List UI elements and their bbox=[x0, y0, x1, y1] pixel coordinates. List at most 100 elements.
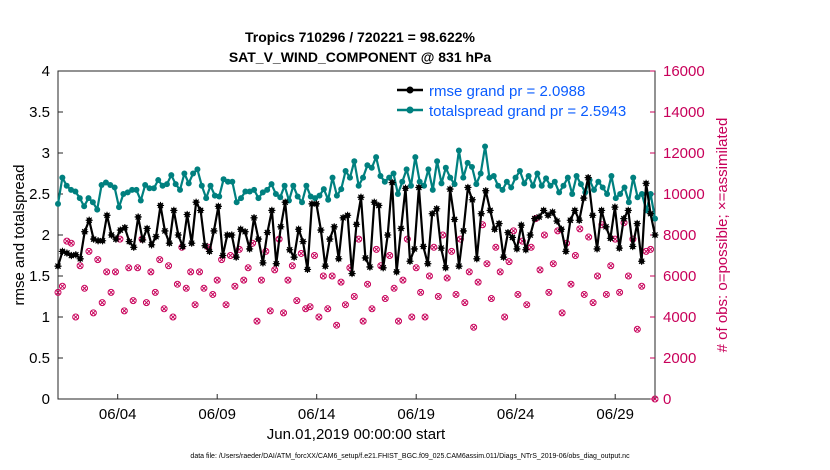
y2-tick-label: 0 bbox=[663, 391, 671, 408]
spread-point bbox=[604, 191, 611, 197]
obs-assimilated-point bbox=[311, 252, 318, 259]
obs-assimilated-point bbox=[506, 259, 512, 265]
obs-assimilated-point bbox=[493, 244, 499, 250]
rmse-point-star bbox=[312, 200, 321, 208]
rmse-point bbox=[143, 224, 151, 233]
y2-tick-label: 8000 bbox=[663, 227, 696, 244]
rmse-point-star bbox=[651, 231, 659, 239]
obs-assimilated-point bbox=[413, 265, 419, 271]
rmse-point-star bbox=[281, 198, 289, 206]
rmse-point-star bbox=[580, 194, 588, 202]
obs-assimilated-point bbox=[541, 232, 547, 238]
rmse-point bbox=[499, 253, 508, 261]
rmse-point-star bbox=[553, 217, 561, 225]
obs-possible-point bbox=[430, 243, 438, 251]
spread-point bbox=[569, 191, 576, 197]
spread-point bbox=[407, 182, 414, 189]
spread-point bbox=[368, 164, 375, 171]
footer-data-file: data file: /Users/raeder/DAI/ATM_forcXX/… bbox=[190, 453, 630, 460]
spread-point bbox=[455, 147, 462, 154]
spread-point bbox=[647, 191, 654, 197]
spread-point bbox=[547, 182, 554, 189]
rmse-point bbox=[495, 219, 503, 228]
obs-possible-point bbox=[293, 297, 301, 305]
rmse-point bbox=[375, 201, 383, 210]
obs-possible-point bbox=[231, 282, 239, 290]
obs-assimilated-point bbox=[338, 279, 344, 285]
spread-point bbox=[538, 182, 545, 189]
obs-possible-point bbox=[315, 313, 323, 321]
rmse-point bbox=[526, 231, 534, 239]
obs-possible-point bbox=[651, 395, 659, 403]
obs-possible-point bbox=[395, 317, 403, 325]
obs-possible-point bbox=[147, 268, 155, 276]
rmse-point bbox=[232, 253, 240, 261]
rmse-point-star bbox=[112, 235, 120, 243]
obs-possible-point bbox=[280, 309, 288, 317]
rmse-point-star bbox=[259, 259, 267, 267]
y2-axis-ticks: 0 2000 4000 6000 8000 10000 12000 14000 16000 bbox=[650, 63, 705, 408]
spread-point bbox=[181, 170, 188, 177]
spread-point bbox=[503, 178, 510, 185]
rmse-point-star bbox=[67, 251, 75, 260]
legend-spread-marker bbox=[406, 106, 414, 114]
obs-assimilated-point bbox=[528, 244, 534, 250]
rmse-point-star bbox=[415, 183, 423, 192]
obs-assimilated-point bbox=[68, 240, 74, 246]
obs-assimilated-point bbox=[174, 281, 180, 287]
rmse-point bbox=[642, 179, 650, 187]
obs-possible-point bbox=[67, 239, 75, 247]
obs-assimilated-point bbox=[360, 318, 366, 324]
obs-assimilated-point bbox=[369, 306, 375, 312]
obs-assimilated-point bbox=[639, 283, 645, 289]
rmse-point-star bbox=[90, 235, 98, 243]
spread-point bbox=[264, 186, 271, 193]
rmse-point bbox=[348, 269, 356, 278]
spread-point bbox=[612, 195, 619, 202]
rmse-point bbox=[651, 231, 659, 239]
rmse-point bbox=[85, 216, 93, 224]
spread-point bbox=[277, 194, 284, 201]
obs-assimilated-point bbox=[196, 269, 203, 275]
spread-point bbox=[577, 181, 584, 188]
y-tick-label: 4 bbox=[42, 63, 50, 80]
rmse-point-star bbox=[366, 263, 374, 271]
rmse-point bbox=[299, 237, 307, 246]
spread-point bbox=[595, 178, 602, 185]
rmse-point bbox=[237, 225, 245, 233]
spread-point bbox=[238, 195, 245, 202]
obs-assimilated-point bbox=[121, 308, 127, 314]
obs-possible-point bbox=[156, 256, 164, 264]
rmse-point bbox=[553, 217, 561, 225]
obs-assimilated-point bbox=[59, 283, 65, 289]
obs-possible-point bbox=[240, 276, 248, 284]
rmse-point-star bbox=[183, 210, 191, 219]
obs-possible-point bbox=[266, 307, 274, 315]
rmse-point-star bbox=[468, 196, 476, 204]
rmse-point-star bbox=[116, 226, 124, 234]
obs-assimilated-point bbox=[449, 248, 455, 254]
obs-assimilated-point bbox=[488, 295, 494, 302]
rmse-point-star bbox=[535, 213, 543, 221]
spread-point bbox=[460, 174, 467, 181]
obs-possible-point bbox=[129, 297, 137, 305]
obs-possible-point bbox=[182, 284, 190, 292]
rmse-point bbox=[263, 228, 271, 237]
spread-point bbox=[124, 189, 131, 196]
obs-possible-point bbox=[98, 299, 106, 307]
obs-possible-point bbox=[222, 301, 230, 309]
rmse-point-star bbox=[165, 239, 173, 247]
spread-point bbox=[425, 166, 432, 173]
obs-assimilated-point bbox=[612, 236, 618, 242]
obs-assimilated-point bbox=[86, 248, 92, 254]
obs-assimilated-point bbox=[400, 277, 406, 283]
rmse-point-star bbox=[508, 233, 517, 242]
spread-point bbox=[377, 172, 384, 179]
rmse-point-star bbox=[584, 174, 592, 182]
rmse-point-star bbox=[459, 227, 468, 235]
spread-point bbox=[499, 186, 506, 193]
rmse-point bbox=[397, 224, 405, 233]
spread-point bbox=[399, 178, 406, 185]
spread-point bbox=[190, 170, 197, 177]
spread-point bbox=[72, 188, 79, 195]
